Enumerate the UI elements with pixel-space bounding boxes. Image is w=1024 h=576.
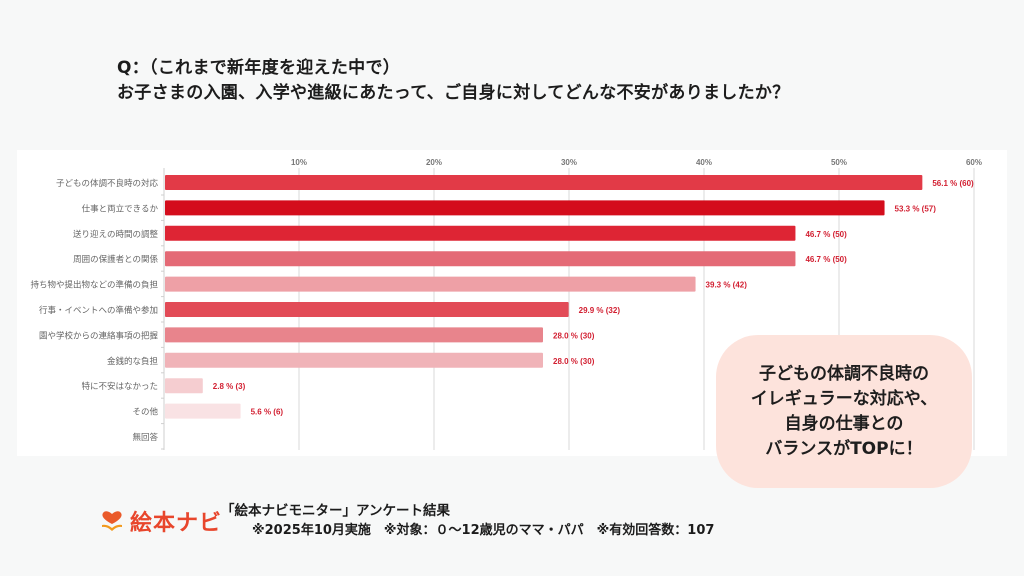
data-label: 46.7 % (50) [805,255,847,264]
bar [165,200,885,216]
bar [165,225,796,241]
callout-line-4: バランスがTOPに！ [765,438,923,459]
category-label: 子どもの体調不良時の対応 [56,178,159,189]
data-label: 39.3 % (42) [706,281,748,290]
x-tick-label: 10% [291,158,307,167]
callout-line-2: イレギュラーな対応や、 [750,388,938,409]
callout-line-1: 子どもの体調不良時の [759,363,929,384]
bar [165,352,543,368]
data-label: 46.7 % (50) [805,230,847,239]
bar [165,251,796,267]
category-label: 園や学校からの連絡事項の把握 [39,330,159,341]
survey-title: 「絵本ナビモニター」アンケート結果 [221,503,450,519]
data-label: 56.1 % (60) [932,179,974,188]
category-label: 仕事と両立できるか [82,203,159,214]
data-label: 2.8 % (3) [213,382,246,391]
chart-panel: 10% 20% 30% 40% 50% 60% 子どもの体調不良時の対応 56.1 % (60… [17,150,1007,456]
x-tick-label: 60% [966,158,982,167]
survey-footer: 「絵本ナビモニター」アンケート結果 ※2025年10月実施 ※対象：０～12歳児… [221,501,714,541]
x-tick-label: 50% [831,158,847,167]
data-label: 29.9 % (32) [579,306,621,315]
question-title: Q：（これまで新年度を迎えた中で） お子さまの入園、入学や進級にあたって、ご自身… [117,56,790,106]
x-tick-label: 30% [561,158,577,167]
category-label: 無回答 [132,432,158,443]
category-label: その他 [132,407,158,418]
bar [165,403,241,419]
category-label: 持ち物や提出物などの準備の負担 [30,280,158,291]
bar [165,302,569,317]
category-label: 特に不安はなかった [81,381,158,392]
data-label: 53.3 % (57) [895,204,937,213]
bar [165,175,923,190]
data-label: 28.0 % (30) [553,331,595,340]
bar [165,378,203,394]
bar [165,276,696,292]
question-line-1: Q：（これまで新年度を迎えた中で） [117,58,401,78]
category-label: 送り迎えの時間の調整 [73,229,159,240]
category-label: 周囲の保護者との関係 [73,254,158,265]
category-label: 行事・イベントへの準備や参加 [39,305,158,316]
data-label: 28.0 % (30) [553,357,595,366]
x-tick-label: 40% [696,158,712,167]
x-tick-label: 20% [426,158,442,167]
logo-text: 絵本ナビ [130,511,223,536]
data-label: 5.6 % (6) [251,408,284,417]
bar [165,327,543,343]
bar-chart: 10% 20% 30% 40% 50% 60% 子どもの体調不良時の対応 56.1 % (60… [30,158,982,450]
survey-note: ※2025年10月実施 ※対象：０～12歳児のママ・パパ ※有効回答数：107 [252,523,715,538]
callout-line-3: 自身の仕事との [784,413,904,434]
question-line-2: お子さまの入園、入学や進級にあたって、ご自身に対してどんな不安がありましたか？ [117,83,790,103]
ehon-navi-logo: 絵本ナビ [100,505,222,537]
callout-box: 子どもの体調不良時の イレギュラーな対応や、 自身の仕事との バランスがTOPに… [716,335,972,488]
heart-book-icon [102,511,122,531]
category-label: 金銭的な負担 [107,356,159,367]
